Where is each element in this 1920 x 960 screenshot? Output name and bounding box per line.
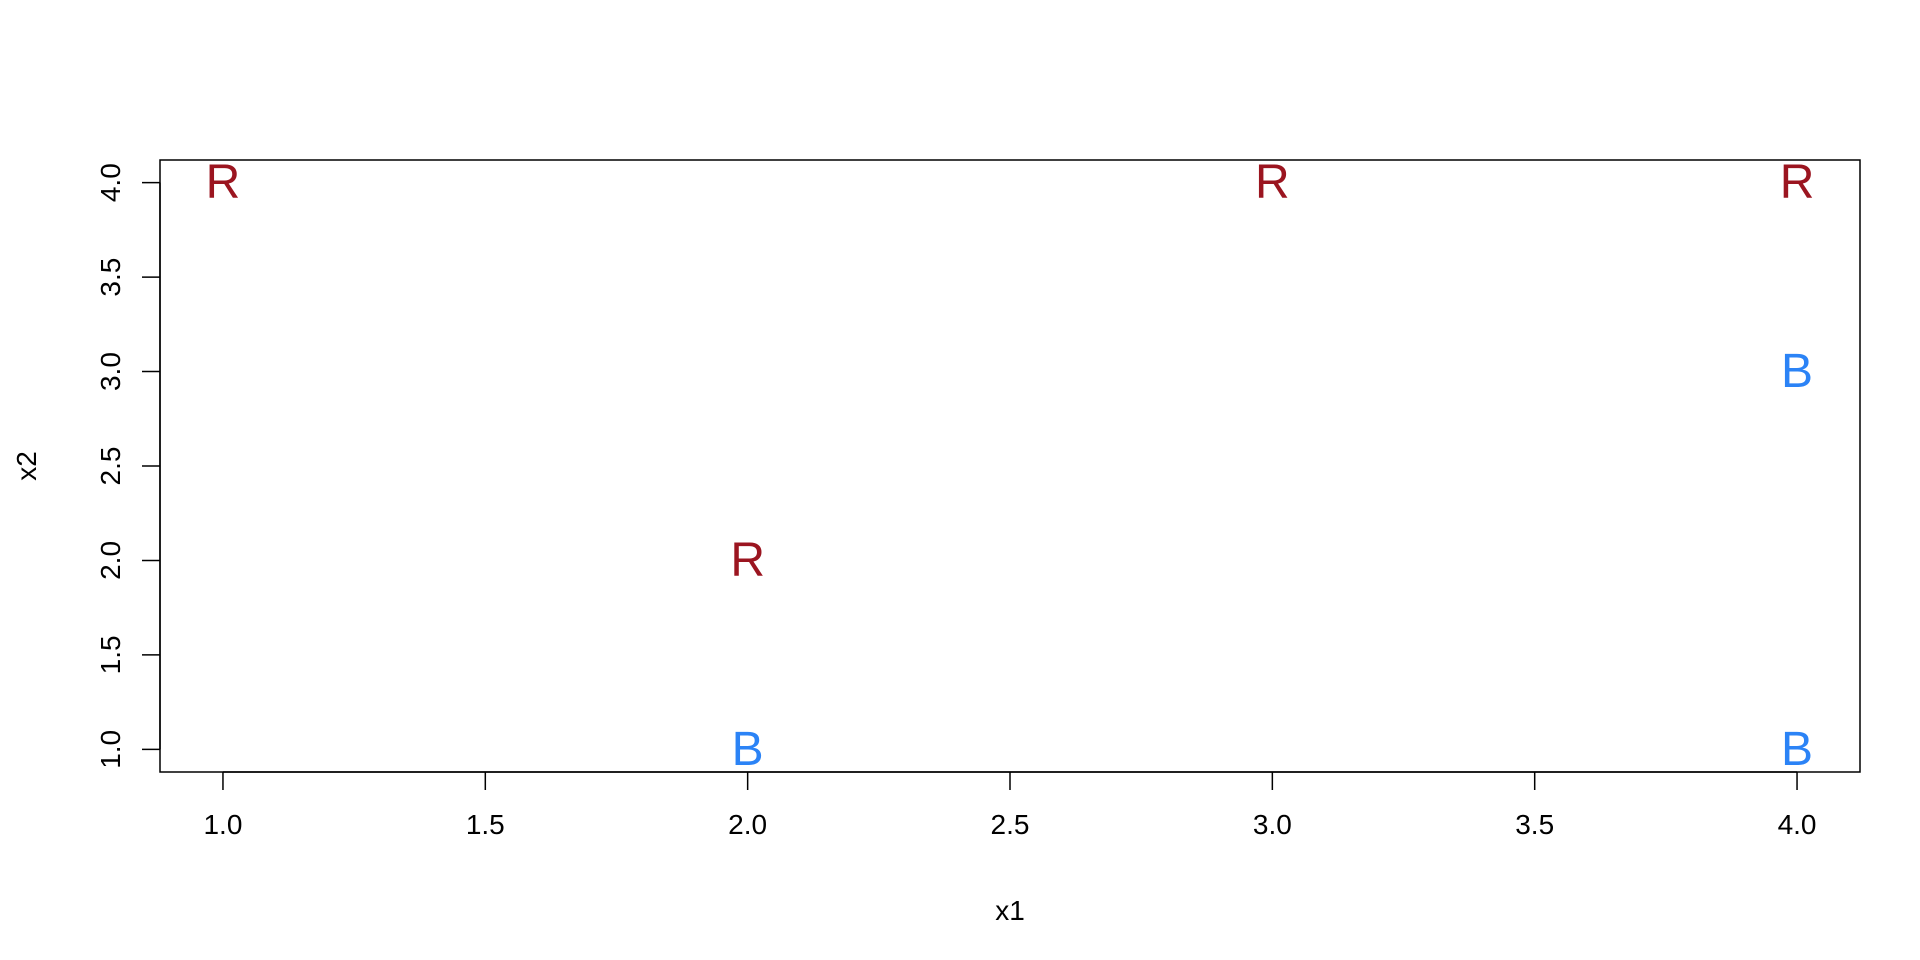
- plot-frame: [159, 159, 1861, 773]
- y-tick-label: 3.5: [95, 258, 126, 297]
- x-tick-label: 2.0: [728, 809, 767, 840]
- x-axis: 1.0 1.5 2.0 2.5 3.0 3.5 4.0: [203, 771, 1817, 840]
- y-axis: 1.0 1.5 2.0 2.5 3.0 3.5 4.0: [95, 163, 161, 769]
- data-point-R: R: [206, 156, 241, 209]
- data-point-B: B: [1781, 345, 1813, 398]
- y-axis-title: x2: [11, 451, 42, 481]
- data-points: R R B R R B B: [206, 156, 1815, 776]
- data-point-B: B: [732, 723, 764, 776]
- y-tick-label: 2.0: [95, 541, 126, 580]
- y-tick-label: 1.0: [95, 730, 126, 769]
- data-point-R: R: [1255, 156, 1290, 209]
- x-tick-label: 1.5: [466, 809, 505, 840]
- x-tick-label: 4.0: [1778, 809, 1817, 840]
- y-tick-label: 2.5: [95, 447, 126, 486]
- data-point-R: R: [1780, 156, 1815, 209]
- x-tick-label: 3.5: [1515, 809, 1554, 840]
- y-tick-label: 4.0: [95, 163, 126, 202]
- x-tick-label: 1.0: [203, 809, 242, 840]
- x-tick-label: 2.5: [991, 809, 1030, 840]
- y-tick-label: 1.5: [95, 635, 126, 674]
- x-axis-title: x1: [995, 895, 1025, 926]
- data-point-R: R: [730, 534, 765, 587]
- y-tick-label: 3.0: [95, 352, 126, 391]
- x-tick-label: 3.0: [1253, 809, 1292, 840]
- data-point-B: B: [1781, 723, 1813, 776]
